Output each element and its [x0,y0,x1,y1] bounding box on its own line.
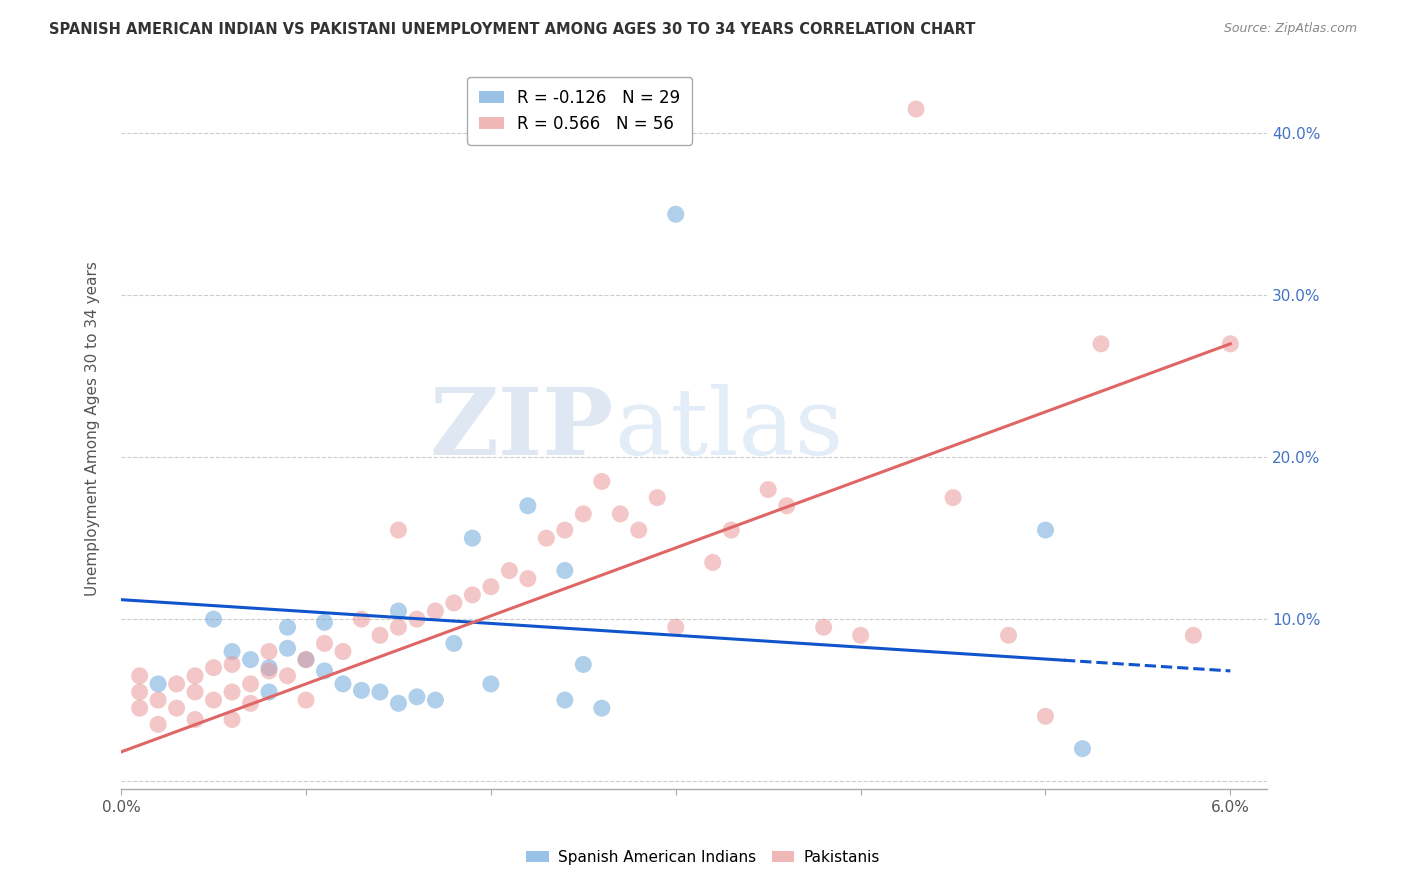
Point [387,604,409,618]
Point [443,596,465,610]
Point [387,620,409,634]
Point [479,580,502,594]
Point [516,499,538,513]
Point [166,701,188,715]
Point [387,696,409,710]
Point [128,701,150,715]
Point [239,677,262,691]
Point [295,693,318,707]
Point [295,652,318,666]
Point [276,669,298,683]
Point [257,664,280,678]
Point [665,620,688,634]
Point [146,717,169,731]
Point [350,612,373,626]
Text: Source: ZipAtlas.com: Source: ZipAtlas.com [1223,22,1357,36]
Point [609,507,631,521]
Point [461,531,484,545]
Point [146,693,169,707]
Point [276,620,298,634]
Point [202,661,225,675]
Point [276,641,298,656]
Point [905,102,928,116]
Point [1219,336,1241,351]
Point [295,652,318,666]
Point [776,499,799,513]
Point [350,683,373,698]
Point [239,696,262,710]
Point [314,664,336,678]
Point [406,612,429,626]
Point [257,644,280,658]
Point [942,491,965,505]
Point [849,628,872,642]
Point [368,628,391,642]
Point [387,523,409,537]
Point [591,701,613,715]
Point [184,713,207,727]
Point [128,685,150,699]
Point [997,628,1019,642]
Point [314,615,336,630]
Point [756,483,779,497]
Point [221,644,243,658]
Point [572,507,595,521]
Point [128,669,150,683]
Point [166,677,188,691]
Point [314,636,336,650]
Point [443,636,465,650]
Point [257,661,280,675]
Point [221,685,243,699]
Point [425,693,447,707]
Point [1035,523,1057,537]
Y-axis label: Unemployment Among Ages 30 to 34 years: Unemployment Among Ages 30 to 34 years [86,261,100,596]
Point [184,685,207,699]
Point [591,475,613,489]
Point [1035,709,1057,723]
Text: SPANISH AMERICAN INDIAN VS PAKISTANI UNEMPLOYMENT AMONG AGES 30 TO 34 YEARS CORR: SPANISH AMERICAN INDIAN VS PAKISTANI UNE… [49,22,976,37]
Point [479,677,502,691]
Point [332,644,354,658]
Point [516,572,538,586]
Legend: Spanish American Indians, Pakistanis: Spanish American Indians, Pakistanis [520,844,886,871]
Point [627,523,650,537]
Point [221,713,243,727]
Point [368,685,391,699]
Point [202,693,225,707]
Point [665,207,688,221]
Point [221,657,243,672]
Point [1090,336,1112,351]
Text: ZIP: ZIP [430,384,614,474]
Point [572,657,595,672]
Point [239,652,262,666]
Point [702,556,724,570]
Point [1182,628,1205,642]
Point [498,564,520,578]
Point [554,564,576,578]
Point [406,690,429,704]
Point [813,620,835,634]
Point [257,685,280,699]
Point [146,677,169,691]
Point [202,612,225,626]
Point [184,669,207,683]
Point [645,491,668,505]
Point [554,523,576,537]
Point [461,588,484,602]
Text: atlas: atlas [614,384,844,474]
Point [536,531,558,545]
Point [720,523,742,537]
Point [554,693,576,707]
Legend: R = -0.126   N = 29, R = 0.566   N = 56: R = -0.126 N = 29, R = 0.566 N = 56 [467,77,692,145]
Point [332,677,354,691]
Point [1071,741,1094,756]
Point [425,604,447,618]
